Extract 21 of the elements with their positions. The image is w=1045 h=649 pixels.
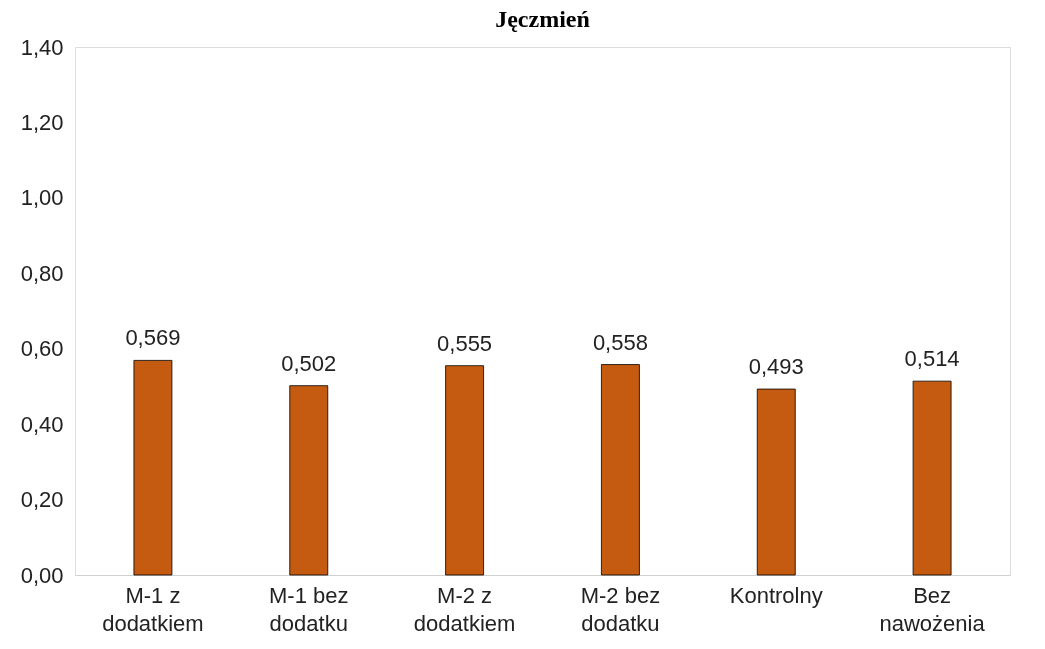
x-tick-label: M-1 z dodatkiem: [102, 582, 204, 636]
chart-title: Jęczmień: [495, 6, 590, 32]
x-tick-label: M-2 z dodatkiem: [413, 582, 516, 636]
data-label: 0,493: [748, 354, 804, 380]
y-tick-label: 0,40: [20, 411, 64, 437]
y-tick-label: 0,80: [20, 260, 64, 286]
data-label: 0,558: [592, 329, 648, 355]
x-tick-label: M-2 bez dodatku: [580, 582, 661, 636]
y-tick-label: 0,60: [20, 336, 64, 362]
data-label: 0,569: [125, 325, 181, 351]
y-tick-label: 1,00: [20, 185, 64, 211]
data-label: 0,555: [437, 330, 493, 356]
y-tick-label: 1,20: [20, 109, 64, 135]
data-label: 0,502: [281, 350, 337, 376]
y-tick-label: 1,40: [20, 34, 64, 60]
y-tick-label: 0,20: [20, 487, 64, 513]
x-tick-label: Kontrolny: [729, 582, 823, 608]
data-label: 0,514: [904, 346, 960, 372]
x-tick-label: Bez nawożenia: [879, 582, 986, 636]
x-tick-label: M-1 bez dodatku: [269, 582, 349, 636]
y-tick-label: 0,00: [20, 562, 64, 588]
